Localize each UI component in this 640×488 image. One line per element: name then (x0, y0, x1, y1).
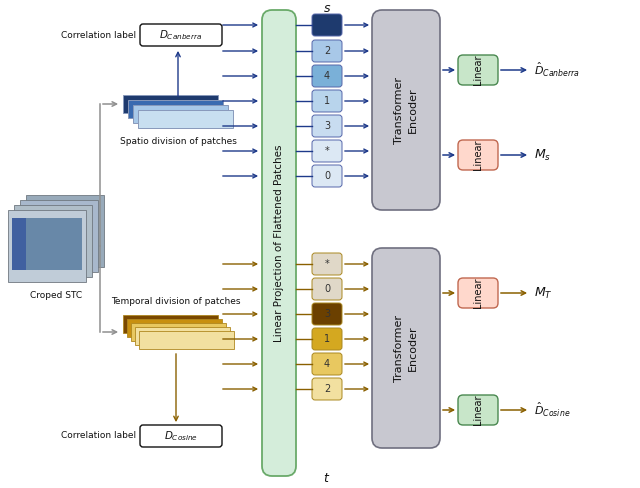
Text: Linear Projection of Flattened Patches: Linear Projection of Flattened Patches (274, 144, 284, 342)
Text: $M_s$: $M_s$ (534, 147, 551, 163)
Text: $\hat{D}_{Cosine}$: $\hat{D}_{Cosine}$ (534, 401, 570, 419)
Text: $\hat{D}_{Canberra}$: $\hat{D}_{Canberra}$ (534, 61, 580, 79)
Text: 0: 0 (324, 284, 330, 294)
Text: Correlation label: Correlation label (61, 431, 136, 441)
Text: 1: 1 (324, 334, 330, 344)
Text: 3: 3 (324, 121, 330, 131)
Bar (138, 110, 233, 128)
Bar (14, 205, 92, 277)
Bar (8, 210, 86, 282)
FancyBboxPatch shape (372, 248, 440, 448)
Text: 4: 4 (324, 359, 330, 369)
Bar (139, 331, 234, 349)
FancyBboxPatch shape (312, 165, 342, 187)
Bar (123, 95, 218, 113)
FancyBboxPatch shape (458, 278, 498, 308)
FancyBboxPatch shape (312, 65, 342, 87)
Text: Transformer
Encoder: Transformer Encoder (394, 77, 418, 143)
FancyBboxPatch shape (312, 140, 342, 162)
FancyBboxPatch shape (312, 90, 342, 112)
Text: $t$: $t$ (323, 471, 331, 485)
FancyBboxPatch shape (312, 328, 342, 350)
Bar (26, 195, 104, 267)
Text: Spatio division of patches: Spatio division of patches (120, 138, 236, 146)
Bar (131, 323, 226, 341)
Text: 3: 3 (324, 309, 330, 319)
Text: Linear: Linear (473, 55, 483, 85)
FancyBboxPatch shape (262, 10, 296, 476)
FancyBboxPatch shape (140, 24, 222, 46)
FancyBboxPatch shape (312, 40, 342, 62)
Text: *: * (324, 146, 330, 156)
Text: 0: 0 (324, 171, 330, 181)
FancyBboxPatch shape (372, 10, 440, 210)
Bar (12, 218, 82, 270)
Bar (20, 200, 98, 272)
FancyBboxPatch shape (312, 353, 342, 375)
FancyBboxPatch shape (458, 395, 498, 425)
FancyBboxPatch shape (312, 14, 342, 36)
Bar (127, 319, 222, 337)
Text: *: * (324, 259, 330, 269)
FancyBboxPatch shape (140, 425, 222, 447)
FancyBboxPatch shape (312, 115, 342, 137)
Text: $s$: $s$ (323, 2, 331, 16)
Bar (12, 218, 26, 270)
Text: Linear: Linear (473, 278, 483, 308)
FancyBboxPatch shape (312, 278, 342, 300)
FancyBboxPatch shape (458, 55, 498, 85)
Bar (128, 100, 223, 118)
Text: 1: 1 (324, 96, 330, 106)
Text: Correlation label: Correlation label (61, 30, 136, 40)
Text: $D_{Canberra}$: $D_{Canberra}$ (159, 28, 203, 42)
Text: Croped STC: Croped STC (30, 291, 82, 301)
Text: Transformer
Encoder: Transformer Encoder (394, 314, 418, 382)
Text: 2: 2 (324, 46, 330, 56)
Bar (135, 327, 230, 345)
Text: Temporal division of patches: Temporal division of patches (111, 297, 241, 305)
Bar (133, 105, 228, 123)
FancyBboxPatch shape (312, 303, 342, 325)
Text: Linear: Linear (473, 395, 483, 425)
Text: Linear: Linear (473, 140, 483, 170)
Text: 4: 4 (324, 71, 330, 81)
FancyBboxPatch shape (312, 378, 342, 400)
FancyBboxPatch shape (458, 140, 498, 170)
FancyBboxPatch shape (312, 253, 342, 275)
Bar (123, 315, 218, 333)
Text: $D_{Cosine}$: $D_{Cosine}$ (164, 429, 198, 443)
Text: 2: 2 (324, 384, 330, 394)
Text: $M_T$: $M_T$ (534, 285, 553, 301)
